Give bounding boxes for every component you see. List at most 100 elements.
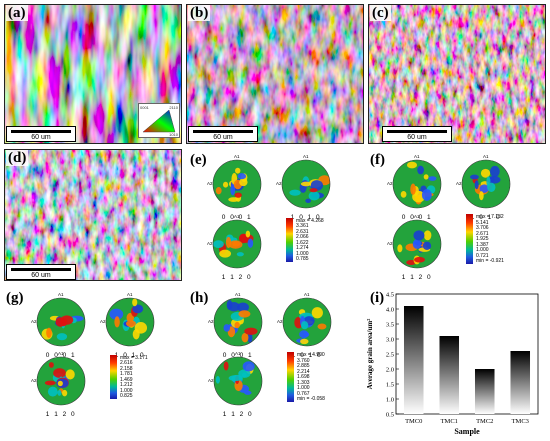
pole-density-spot bbox=[132, 304, 144, 314]
axis-a1-label: A1 bbox=[58, 351, 64, 356]
axis-a2-label: A2 bbox=[100, 319, 106, 324]
pole-density-spot bbox=[215, 375, 220, 384]
pole-density-spot bbox=[247, 332, 253, 344]
colorbar bbox=[287, 352, 294, 402]
axis-a1-label: A1 bbox=[304, 292, 310, 297]
legend-tick-label: 1.698 bbox=[297, 374, 310, 380]
scale-bar-b: 60 um bbox=[188, 126, 258, 142]
pole-density-spot bbox=[223, 361, 229, 371]
pole-density-spot bbox=[428, 176, 437, 181]
pole-figure-f2: A1 A2 1 0 1 0 bbox=[456, 154, 516, 224]
grain-area-bar-chart: 0.5 1.0 1.5 2.0 2.5 3.0 3.5 4.0 4.5 TMC0 TMC1 TMC2 T… bbox=[366, 292, 539, 436]
pole-density-spot bbox=[300, 321, 309, 330]
pole-density-spot bbox=[234, 192, 242, 198]
panel-label-d: (d) bbox=[6, 150, 29, 166]
pole-density-spot bbox=[414, 256, 425, 263]
colorbar bbox=[286, 218, 293, 262]
pole-density-spot bbox=[300, 338, 309, 345]
legend-tick-label: 2.158 bbox=[120, 365, 133, 372]
pole-figure-label: 0 0 0 1 bbox=[221, 214, 253, 221]
colorbar bbox=[110, 355, 117, 399]
pole-density-spot bbox=[238, 369, 251, 378]
legend-tick-label: 2.066 bbox=[296, 234, 309, 241]
axis-a1-label: A1 bbox=[234, 214, 240, 219]
pole-density-spot bbox=[62, 389, 68, 397]
pole-density-spot bbox=[223, 181, 229, 188]
pole-density-spot bbox=[57, 380, 63, 387]
panel-label-c: (c) bbox=[370, 5, 391, 21]
pole-density-spot bbox=[412, 190, 426, 203]
x-tick-label: TMC3 bbox=[512, 418, 529, 425]
legend-tick-label: 2.671 bbox=[476, 230, 489, 237]
legend-tick-label: 0.767 bbox=[297, 390, 310, 397]
legend-tick-label: max = 4.900 bbox=[297, 352, 325, 358]
pole-figure-g1: A1 A2 0 0 0 1 bbox=[31, 292, 91, 362]
pole-figure-g2: A1 A2 1 0 1 0 bbox=[100, 292, 160, 362]
axis-a1-label: A1 bbox=[234, 154, 240, 159]
legend-tick-label: min = -0.058 bbox=[297, 396, 325, 402]
legend-tick-label: 0.825 bbox=[120, 393, 133, 399]
pole-density-spot bbox=[289, 189, 301, 196]
ebsd-texture-b bbox=[187, 5, 363, 143]
legend-tick-label: 1.274 bbox=[296, 245, 309, 252]
pole-figure-plot bbox=[392, 219, 442, 269]
pole-figure-h3: A1 A2 1 1 2 0 bbox=[208, 351, 268, 421]
axis-a2-label: A2 bbox=[387, 181, 393, 186]
pole-density-spot bbox=[126, 320, 136, 327]
density-legend-e: max = 4.268 3.361 2.631 2.066 1.622 1.274 1.00… bbox=[286, 218, 334, 262]
legend-tick-label: 1.387 bbox=[476, 241, 489, 248]
pole-density-spot bbox=[244, 390, 252, 395]
pole-density-spot bbox=[421, 189, 432, 201]
scale-bar-d: 60 um bbox=[6, 264, 76, 280]
pole-density-spot bbox=[406, 161, 418, 169]
y-tick-label: 4.5 bbox=[386, 292, 394, 299]
pole-density-spot bbox=[311, 307, 323, 319]
panel-label-a: (a) bbox=[6, 5, 28, 21]
pole-density-spot bbox=[134, 322, 148, 334]
y-tick-label: 2.5 bbox=[386, 352, 394, 359]
axis-a2-label: A2 bbox=[208, 319, 214, 324]
pole-figure-label: 1 0 1 0 bbox=[114, 352, 146, 359]
scale-bar-line bbox=[11, 268, 71, 271]
axis-a1-label: A1 bbox=[483, 154, 489, 159]
pole-figure-h2: A1 A2 1 0 1 0 bbox=[277, 292, 337, 362]
y-tick-label: 0.5 bbox=[386, 412, 394, 419]
pole-figure-label: 1 1 2 0 bbox=[45, 411, 77, 418]
pole-density-spot bbox=[238, 310, 251, 318]
y-tick-label: 3.0 bbox=[386, 337, 394, 344]
pole-figure-plot bbox=[36, 297, 86, 347]
legend-tick-label: 1.000 bbox=[476, 247, 489, 253]
pole-density-spot bbox=[235, 167, 241, 174]
ebsd-map-b bbox=[186, 4, 364, 144]
legend-tick-label: 2.885 bbox=[297, 363, 310, 369]
pole-density-spot bbox=[48, 362, 54, 368]
x-tick-label: TMC2 bbox=[476, 418, 493, 425]
density-legend-h: max = 4.900 3.760 2.885 2.214 1.698 1.303 1.00… bbox=[287, 352, 335, 402]
bar-TMC2 bbox=[474, 369, 495, 414]
pole-density-spot bbox=[412, 239, 422, 249]
pole-density-spot bbox=[486, 176, 491, 187]
ipf-key-2110: 2110 bbox=[169, 105, 178, 110]
scale-bar-text-a: 60 um bbox=[31, 134, 51, 141]
pole-density-spot bbox=[44, 380, 56, 386]
pole-density-spot bbox=[236, 252, 244, 257]
pole-figure-label: 0 0 0 1 bbox=[401, 214, 433, 221]
pole-figure-label: 1 0 1 0 bbox=[470, 214, 502, 221]
axis-a2-label: A2 bbox=[31, 378, 37, 383]
pole-density-spot bbox=[47, 386, 58, 397]
pole-density-spot bbox=[232, 241, 241, 247]
pole-density-spot bbox=[60, 318, 68, 327]
legend-tick-label: 2.616 bbox=[120, 360, 133, 367]
pole-figure-label: 1 1 2 0 bbox=[221, 274, 253, 281]
pole-density-spot bbox=[46, 327, 52, 338]
pole-density-spot bbox=[244, 327, 258, 335]
pole-figure-label: 1 0 1 0 bbox=[290, 214, 322, 221]
legend-tick-label: 3.706 bbox=[476, 225, 489, 231]
panel-label-f: (f) bbox=[370, 152, 385, 168]
ipf-key-0001: 0001 bbox=[140, 105, 149, 110]
pole-figure-plot bbox=[392, 159, 442, 209]
pole-density-spot bbox=[422, 241, 432, 251]
density-legend-f: max = 7.132 5.141 3.706 2.671 1.925 1.387 1.00… bbox=[466, 214, 514, 264]
ebsd-map-d bbox=[4, 149, 182, 281]
axis-a2-label: A2 bbox=[276, 181, 282, 186]
